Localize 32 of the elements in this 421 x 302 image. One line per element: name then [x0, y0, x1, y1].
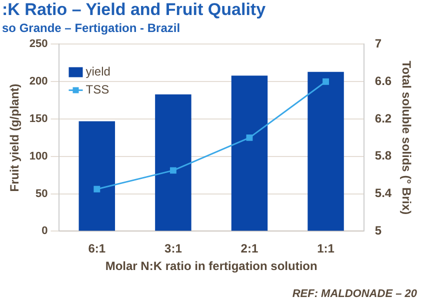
x-tick-label: 2:1 — [240, 242, 258, 256]
y2-tick-label: 6.6 — [374, 74, 392, 88]
y2-tick-label: 6.2 — [374, 111, 392, 126]
bar — [308, 72, 344, 231]
chart-subtitle: so Grande – Fertigation - Brazil — [2, 21, 180, 35]
y-tick-label: 200 — [29, 76, 48, 88]
x-tick-label: 6:1 — [88, 242, 106, 256]
y-axis-title: Fruit yield (g/plant) — [8, 84, 22, 192]
point — [322, 78, 329, 85]
y2-tick-label: 5 — [374, 224, 382, 238]
text: REF: MALDONADE – 20 — [292, 288, 417, 300]
y-tick-label: 50 — [36, 188, 48, 200]
y2-tick-label: 5.8 — [374, 148, 392, 163]
point — [246, 134, 253, 141]
y-tick-label: 150 — [29, 113, 48, 126]
point — [170, 167, 176, 174]
y-tick-label: 0 — [42, 225, 48, 238]
y-tick-label: 100 — [29, 150, 48, 162]
bar — [155, 94, 192, 231]
point — [94, 186, 100, 192]
legend-label: yield — [86, 64, 110, 79]
legend-label: TSS — [86, 82, 110, 97]
x-axis-title: Molar N:K ratio in fertigation solution — [105, 259, 318, 274]
y2-tick-label: 5.4 — [374, 186, 392, 200]
x-tick-label: 1:1 — [317, 242, 335, 256]
bar — [231, 76, 268, 231]
y2-tick-label: 7 — [374, 36, 382, 51]
x-tick-label: 3:1 — [164, 242, 182, 256]
y2-axis-title: Total soluble solids (° Brix) — [399, 60, 414, 215]
bar — [78, 121, 116, 231]
y-tick-label: 250 — [29, 38, 48, 50]
chart-title: :K Ratio – Yield and Fruit Quality — [2, 0, 266, 20]
